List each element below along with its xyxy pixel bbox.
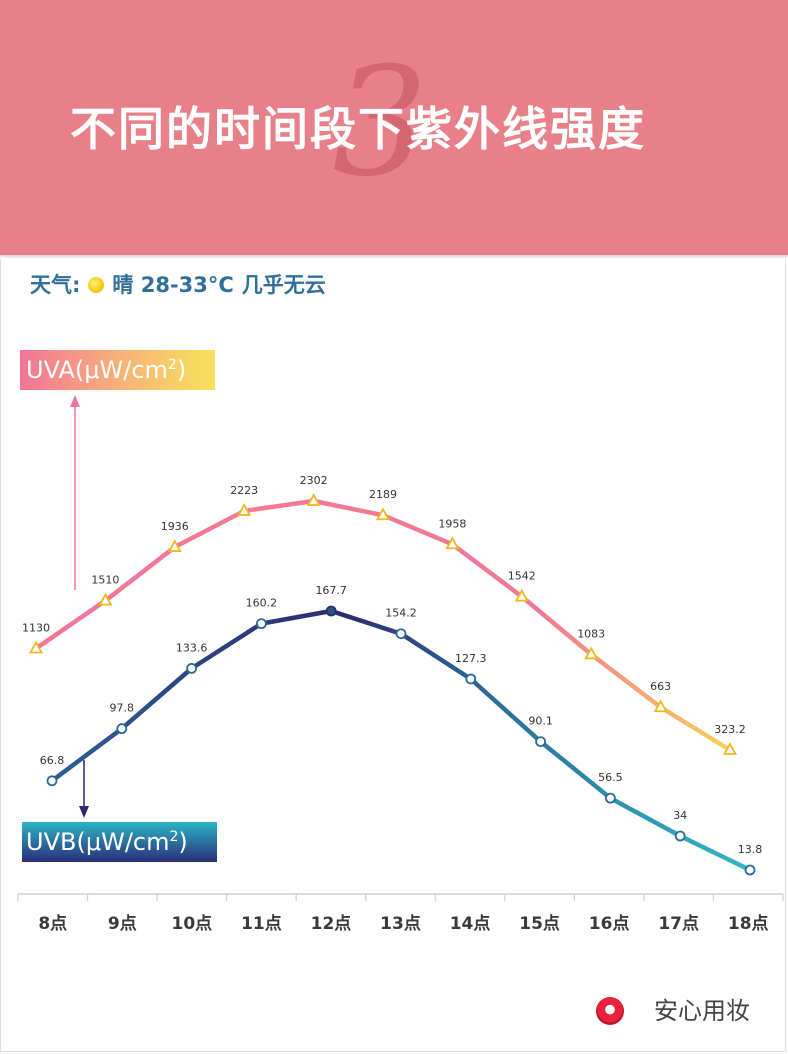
x-tick-label: 17点: [658, 913, 699, 934]
uva-data-label: 663: [650, 680, 671, 693]
uva-data-label: 1083: [577, 627, 605, 640]
uva-label-sup: 2: [167, 357, 177, 373]
uvb-data-point: [186, 662, 198, 674]
uvb-label-close: ): [178, 828, 188, 856]
uvb-data-point: [46, 775, 58, 787]
header-banner: 3 不同的时间段下紫外线强度: [0, 0, 788, 255]
uvb-arrowhead: [79, 806, 89, 818]
uvb-data-point: [325, 605, 337, 617]
uva-label-text: UVA(μW/cm: [26, 356, 168, 384]
uvb-data-label: 154.2: [385, 607, 417, 620]
uvb-data-label: 167.7: [315, 584, 347, 597]
uva-data-point: [584, 646, 599, 660]
uva-data-label: 1130: [22, 621, 50, 634]
uvb-data-point: [674, 830, 686, 842]
weather-info: 天气: 晴 28-33°C 几乎无云: [30, 270, 326, 300]
x-tick-label: 13点: [380, 913, 421, 934]
header-shadow: [0, 255, 788, 259]
x-tick-label: 9点: [108, 913, 137, 934]
uvb-data-label: 13.8: [738, 843, 763, 856]
uvb-label-text: UVB(μW/cm: [26, 828, 170, 856]
uvb-data-label: 66.8: [40, 754, 65, 767]
uva-data-label: 2302: [300, 474, 328, 487]
uva-data-label: 2189: [369, 488, 397, 501]
page-title: 不同的时间段下紫外线强度: [70, 102, 646, 156]
uvb-data-point: [605, 792, 616, 804]
weather-condition: 晴 28-33°C: [112, 273, 234, 297]
uva-data-label: 323.2: [714, 723, 746, 736]
uvb-data-label: 160.2: [246, 597, 278, 610]
x-tick-label: 14点: [450, 913, 491, 934]
uva-data-point: [306, 493, 321, 506]
uvb-data-label: 90.1: [528, 715, 553, 728]
uva-data-point: [98, 592, 113, 606]
x-tick-label: 15点: [519, 913, 560, 934]
x-tick-label: 10点: [172, 913, 213, 934]
uvb-legend-label: UVB(μW/cm2): [22, 822, 217, 862]
uva-data-label: 1958: [438, 517, 466, 530]
uva-data-point: [167, 539, 182, 552]
uva-data-point: [28, 640, 44, 654]
uva-legend-label: UVA(μW/cm2): [20, 350, 215, 390]
uva-data-label: 2223: [230, 484, 258, 497]
weather-note: 几乎无云: [241, 273, 326, 297]
uva-data-point: [722, 742, 738, 755]
uvb-data-label: 133.6: [176, 641, 208, 654]
uvb-data-label: 56.5: [598, 771, 623, 784]
x-tick-label: 11点: [241, 913, 282, 934]
uva-arrowhead: [70, 395, 80, 407]
uvb-data-point: [116, 723, 128, 735]
uva-data-point: [653, 699, 668, 713]
brand-logo-icon: [596, 997, 624, 1025]
uvb-label-sup: 2: [169, 829, 179, 845]
uvb-data-point: [744, 864, 756, 876]
weather-label: 天气:: [30, 273, 81, 297]
sun-icon: [88, 277, 105, 293]
brand-name: 安心用妆: [654, 997, 750, 1025]
x-tick-label: 12点: [311, 913, 352, 934]
uvb-data-label: 34: [673, 809, 687, 822]
x-tick-label: 16点: [589, 913, 630, 934]
uva-data-point: [514, 588, 529, 602]
section-number: 3: [332, 36, 428, 210]
x-tick-label: 8点: [38, 913, 67, 934]
uvb-data-label: 97.8: [110, 702, 135, 715]
uvb-data-point: [535, 736, 546, 747]
x-tick-label: 18点: [728, 913, 769, 934]
uva-data-point: [375, 507, 391, 521]
uvb-data-point: [465, 673, 477, 685]
uvb-data-label: 127.3: [455, 652, 487, 665]
uva-data-label: 1542: [508, 570, 536, 583]
uva-data-point: [445, 536, 460, 550]
uvb-data-point: [255, 618, 267, 630]
uva-data-label: 1936: [161, 520, 189, 533]
brand: 安心用妆: [596, 994, 750, 1028]
uva-data-label: 1510: [91, 574, 119, 587]
uvb-data-point: [395, 628, 407, 640]
uva-data-point: [237, 503, 252, 516]
uva-label-close: ): [176, 356, 187, 384]
